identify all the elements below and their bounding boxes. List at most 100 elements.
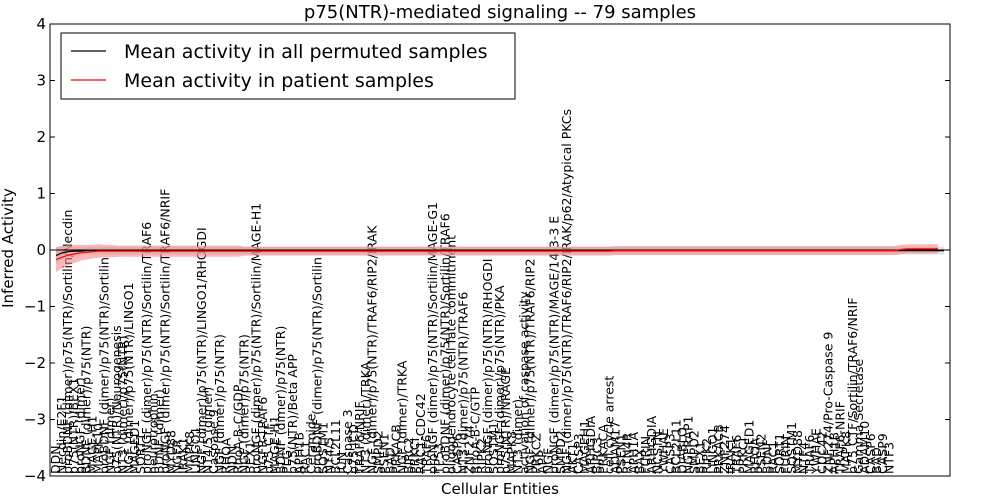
entity-label: cell cycle arrest — [602, 376, 617, 474]
entity-label: TRAF6 — [729, 434, 744, 475]
entity-label: MAGE-H1 — [85, 415, 100, 474]
entity-label: IRAK1 — [723, 437, 738, 474]
x-axis-title: Cellular Entities — [441, 480, 559, 498]
entity-label: NT4/5 — [322, 437, 337, 474]
entity-label: MYD88 — [164, 430, 179, 474]
entity-label: CASP3 — [571, 433, 586, 474]
entity-label: BCL2L11 — [328, 419, 343, 474]
entity-label: IRAK1 — [176, 437, 191, 474]
entity-label: BDNF (dimer)/p75(NTR) — [273, 326, 288, 474]
legend-box — [60, 32, 516, 100]
patient-mean-line — [55, 248, 938, 261]
chart-title: p75(NTR)-mediated signaling -- 79 sample… — [304, 2, 696, 23]
entity-label: SMPD2 — [553, 430, 568, 474]
entity-label: NCSTN — [650, 431, 665, 474]
entity-label: NGF (dimer)/p75(NTR)/LINGO1 — [121, 282, 136, 474]
entity-label: BIRC3 — [589, 437, 604, 474]
entity-label: NTF3 — [881, 442, 896, 474]
entity-label: NTF4 — [796, 442, 811, 474]
legend-label: Mean activity in all permuted samples — [124, 41, 487, 63]
entity-label: MAGEH1 — [577, 420, 592, 474]
entity-label: BDNF — [760, 439, 775, 474]
entity-label: BAD — [869, 447, 884, 474]
entity-label: FURIN — [778, 436, 793, 474]
entity-label: CASP6 — [863, 433, 878, 474]
entity-label: SQSTM1 — [784, 422, 799, 474]
entity-label: NGF (dimer) — [103, 398, 118, 474]
entity-label: Gamma Secretase — [851, 359, 866, 474]
entity-label: SQSTM1 — [316, 422, 331, 474]
entity-label: NGF (dimer)/p75(NTR) — [212, 334, 227, 474]
entity-label: BIRC2 — [401, 437, 416, 474]
entity-label: NGF — [541, 448, 556, 474]
entity-label: TRAF6 — [802, 434, 817, 475]
entity-label: MAPK8 — [839, 431, 854, 474]
y-tick-label: −1 — [24, 298, 46, 316]
entity-label: p75(NTR)/BEX1 — [66, 378, 81, 474]
y-tick-label: −3 — [24, 411, 46, 429]
entity-label: APH1B — [827, 432, 842, 474]
entity-label: BAD — [383, 447, 398, 474]
entity-label: NT3 (dimer)/p75(NTR) — [115, 335, 130, 474]
y-tick-label: 4 — [36, 15, 46, 33]
entity-label: proBDNF (dimer)/p75(NTR)/Sortilin — [97, 257, 112, 474]
entity-label: CDC42 — [814, 431, 829, 474]
entity-label: APH1B — [291, 432, 306, 474]
entity-label: DDN — [48, 445, 63, 474]
entity-label: NGFR-TRAF6 — [255, 397, 270, 474]
entity-label: activation of caspase activity — [516, 291, 531, 474]
entity-label: PRKCI — [735, 438, 750, 474]
entity-label: p75 CTF/Sortilin/TRAF6/NRIF — [845, 298, 860, 474]
entity-label: MAGED1 — [741, 420, 756, 474]
y-tick-label: 1 — [36, 185, 46, 203]
entity-label: proNGF (dimer)/p75(NTR)/Sortilin/TRAF6 — [139, 222, 154, 474]
entity-label: MAGED1 — [127, 420, 142, 474]
entity-label: PLG — [279, 450, 294, 474]
entity-label: RAC1 — [766, 441, 781, 474]
entity-label: Caspase 3 — [340, 409, 355, 474]
entity-label: proBDNF (dimer)/p75(NTR)/Sortilin/TRAF6 — [437, 213, 452, 474]
entity-label: RHOA — [748, 437, 763, 474]
entity-label: LINGO1 — [705, 427, 720, 474]
entity-label: RIPK2 — [699, 438, 714, 474]
entity-label: proNGF (dimer)/p75(NTR)/MAGE/14-3-3 E — [547, 216, 562, 474]
entity-label: FURIN — [638, 436, 653, 474]
entity-label: proBDNF (dimer)/p75(NTR)/Sortilin — [310, 257, 325, 474]
entity-label: TRAF6 — [419, 434, 434, 475]
entity-label: YWHAE — [808, 428, 823, 475]
entity-label: proNGF (dimer) — [72, 377, 87, 474]
entity-label: neurotrophin — [145, 393, 160, 474]
entity-label: MAPK8 — [182, 431, 197, 474]
entity-label: p75(NTR)/Neurogenesis — [109, 325, 124, 474]
entity-label: LINGO1 — [188, 427, 203, 474]
entity-label: NT3 (dimer) — [510, 399, 525, 474]
entity-label: NGFRAP1 — [681, 416, 696, 474]
entity-label: SORT1 — [772, 433, 787, 474]
entity-label: proNGF (dimer)/p75(NTR)/RHOGDI — [480, 259, 495, 474]
entity-label: TP53 — [431, 443, 446, 475]
entity-label: RIPK2 — [474, 438, 489, 474]
entity-label: APH1A — [626, 432, 641, 474]
entity-label: MYD88 — [790, 430, 805, 474]
entity-label: Caspase 9 — [206, 409, 221, 474]
entity-label: PRKCZ — [529, 433, 544, 474]
legend-label: Mean activity in patient samples — [124, 70, 434, 92]
entity-label: NGF (dimer)/TRKA — [395, 360, 410, 474]
y-tick-label: 2 — [36, 128, 46, 146]
entity-label: SMPD2 — [687, 430, 702, 474]
entity-label: DIABLO — [675, 427, 690, 474]
entity-label: TRAF6-NRIF — [833, 401, 848, 475]
entity-label: NDN — [224, 446, 239, 474]
entity-label: NGF (dimer)/p75(NTR)/TRAF6/RIP2/IRAK — [364, 225, 379, 474]
y-tick-label: −2 — [24, 354, 46, 372]
entity-label: MAPK10 — [91, 423, 106, 474]
entity-label: CASP9 — [875, 433, 890, 474]
entity-label: SORT1 — [133, 433, 148, 474]
entity-label: SQSTM1 — [486, 422, 501, 474]
entity-label: NGF (dimer)/p75(NTR)/LINGO1/RHOGDI — [194, 227, 209, 474]
entity-label: JUN — [334, 452, 349, 475]
entity-label: NT3 (dimer)/p75(NTR)/TRAF6 — [456, 292, 471, 474]
entity-label: ARHGDIA — [583, 415, 598, 474]
entity-label: Ceramide — [304, 413, 319, 474]
entity-label: NGF (dimer)/p75(NTR) — [237, 334, 252, 474]
